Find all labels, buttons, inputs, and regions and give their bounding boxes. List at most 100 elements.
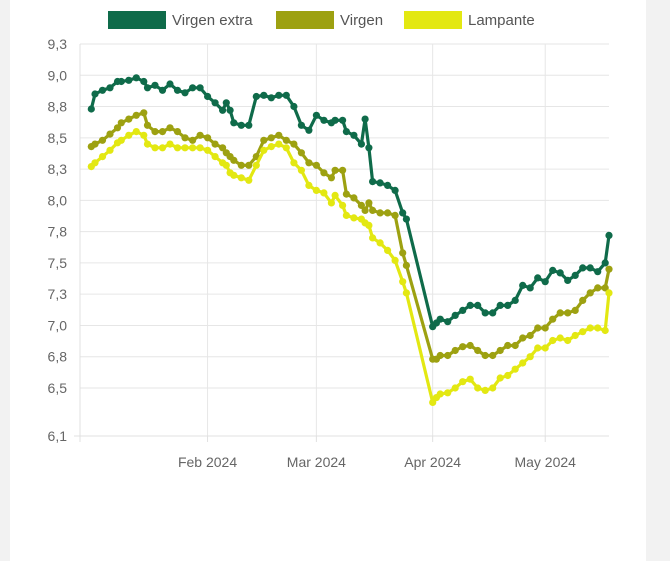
data-point[interactable] (504, 371, 512, 380)
data-point[interactable] (369, 178, 377, 186)
data-point[interactable] (586, 264, 594, 272)
legend-item-virgen[interactable]: Virgen (276, 11, 383, 29)
data-point[interactable] (331, 166, 339, 174)
data-point[interactable] (312, 111, 320, 119)
data-point[interactable] (384, 181, 392, 189)
data-point[interactable] (586, 289, 594, 297)
data-point[interactable] (361, 206, 369, 214)
data-point[interactable] (601, 284, 609, 292)
data-point[interactable] (594, 284, 602, 292)
data-point[interactable] (339, 116, 347, 124)
data-point[interactable] (350, 194, 358, 202)
data-point[interactable] (91, 159, 99, 167)
data-point[interactable] (267, 134, 275, 142)
data-point[interactable] (211, 153, 219, 161)
data-point[interactable] (571, 271, 579, 279)
data-point[interactable] (226, 106, 234, 114)
data-point[interactable] (297, 149, 305, 157)
data-point[interactable] (489, 309, 497, 317)
data-point[interactable] (444, 318, 452, 326)
data-point[interactable] (402, 261, 410, 269)
data-point[interactable] (151, 144, 159, 152)
data-point[interactable] (151, 128, 159, 136)
data-point[interactable] (579, 296, 587, 304)
data-point[interactable] (342, 190, 350, 198)
data-point[interactable] (181, 89, 189, 97)
data-point[interactable] (444, 389, 452, 397)
data-point[interactable] (564, 309, 572, 317)
data-point[interactable] (402, 289, 410, 297)
data-point[interactable] (594, 324, 602, 332)
data-point[interactable] (98, 86, 107, 94)
data-point[interactable] (204, 146, 212, 154)
data-point[interactable] (605, 231, 613, 239)
data-point[interactable] (237, 161, 245, 169)
data-point[interactable] (564, 336, 572, 345)
data-point[interactable] (125, 131, 133, 139)
data-point[interactable] (267, 94, 275, 102)
data-point[interactable] (305, 126, 313, 134)
data-point[interactable] (526, 353, 534, 361)
data-point[interactable] (106, 146, 114, 154)
data-point[interactable] (117, 119, 125, 127)
data-point[interactable] (357, 201, 365, 209)
data-point[interactable] (305, 181, 313, 189)
data-point[interactable] (376, 179, 384, 187)
data-point[interactable] (140, 109, 148, 117)
data-point[interactable] (496, 301, 504, 309)
data-point[interactable] (511, 296, 519, 304)
data-point[interactable] (339, 201, 347, 209)
data-point[interactable] (158, 128, 167, 136)
data-point[interactable] (181, 134, 189, 142)
data-point[interactable] (526, 284, 534, 292)
data-point[interactable] (125, 115, 133, 123)
data-point[interactable] (519, 334, 527, 342)
data-point[interactable] (519, 281, 527, 289)
data-point[interactable] (601, 259, 609, 267)
data-point[interactable] (327, 174, 335, 182)
data-point[interactable] (140, 131, 148, 139)
data-point[interactable] (166, 80, 174, 88)
data-point[interactable] (173, 128, 182, 136)
data-point[interactable] (579, 328, 587, 336)
data-point[interactable] (113, 124, 122, 132)
data-point[interactable] (451, 311, 459, 319)
data-point[interactable] (173, 144, 182, 152)
data-point[interactable] (399, 278, 407, 286)
data-point[interactable] (436, 315, 444, 323)
data-point[interactable] (196, 84, 204, 92)
data-point[interactable] (290, 140, 298, 148)
data-point[interactable] (158, 86, 167, 94)
data-point[interactable] (365, 221, 373, 229)
data-point[interactable] (541, 278, 549, 286)
data-point[interactable] (541, 324, 549, 332)
data-point[interactable] (290, 159, 298, 167)
data-point[interactable] (594, 268, 602, 276)
legend-item-lampante[interactable]: Lampante (404, 11, 535, 29)
data-point[interactable] (564, 276, 572, 284)
data-point[interactable] (245, 161, 253, 169)
data-point[interactable] (605, 289, 613, 297)
data-point[interactable] (87, 105, 95, 113)
data-point[interactable] (305, 159, 313, 167)
data-point[interactable] (140, 77, 148, 86)
data-point[interactable] (230, 156, 238, 164)
data-point[interactable] (275, 140, 283, 148)
data-point[interactable] (549, 266, 557, 274)
data-point[interactable] (496, 346, 504, 355)
data-point[interactable] (125, 76, 133, 84)
data-point[interactable] (222, 161, 230, 169)
data-point[interactable] (481, 351, 489, 360)
data-point[interactable] (369, 234, 377, 242)
data-point[interactable] (245, 176, 253, 184)
data-point[interactable] (189, 84, 197, 92)
data-point[interactable] (519, 359, 527, 367)
data-point[interactable] (166, 124, 174, 132)
data-point[interactable] (91, 90, 99, 98)
data-point[interactable] (376, 239, 384, 247)
data-point[interactable] (106, 84, 114, 92)
data-point[interactable] (196, 144, 204, 152)
data-point[interactable] (481, 386, 489, 394)
data-point[interactable] (466, 375, 474, 383)
data-point[interactable] (601, 326, 609, 335)
